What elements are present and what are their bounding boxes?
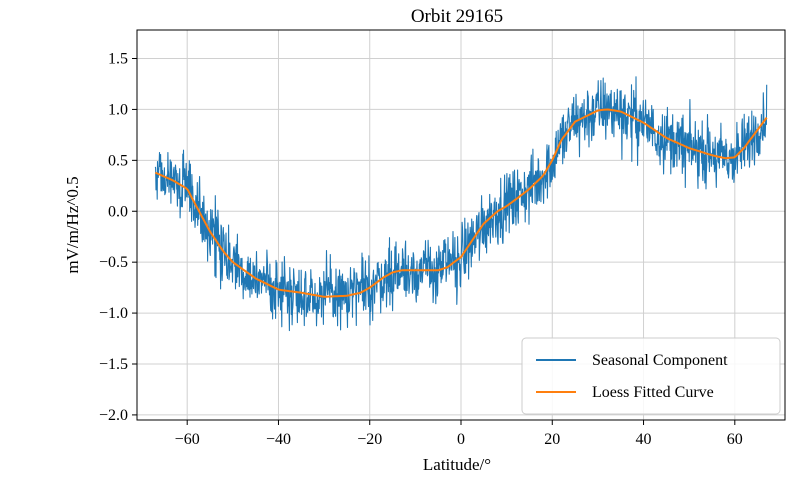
chart-title: Orbit 29165 bbox=[411, 6, 503, 27]
series-layer bbox=[154, 76, 768, 332]
legend-entry-label: Seasonal Component bbox=[592, 352, 728, 369]
seasonal-component-line bbox=[154, 76, 768, 332]
x-tick-label: 20 bbox=[544, 431, 560, 448]
y-axis: −2.0 −1.5 −1.0 −0.5 0.0 0.5 1.0 1.5 bbox=[99, 51, 137, 424]
x-tick-label: −20 bbox=[357, 431, 382, 448]
y-tick-label: −0.5 bbox=[99, 254, 128, 271]
y-tick-label: 0.0 bbox=[108, 203, 128, 220]
y-tick-label: 1.0 bbox=[108, 101, 128, 118]
legend-box bbox=[521, 337, 781, 415]
x-tick-label: −60 bbox=[175, 431, 200, 448]
x-tick-label: −40 bbox=[266, 431, 291, 448]
x-tick-label: 40 bbox=[636, 431, 652, 448]
legend-entry-label: Loess Fitted Curve bbox=[592, 384, 714, 401]
y-tick-label: −2.0 bbox=[99, 407, 128, 424]
x-tick-label: 0 bbox=[457, 431, 465, 448]
loess-fitted-curve-line bbox=[154, 108, 768, 298]
x-tick-label: 60 bbox=[727, 431, 743, 448]
y-tick-label: −1.5 bbox=[99, 356, 128, 373]
y-axis-label: mV/m/Hz^0.5 bbox=[63, 176, 82, 273]
x-axis: −60 −40 −20 0 20 40 60 bbox=[175, 420, 743, 448]
x-axis-label: Latitude/° bbox=[423, 455, 491, 474]
y-tick-label: 0.5 bbox=[108, 152, 128, 169]
y-tick-label: 1.5 bbox=[108, 51, 128, 68]
legend: Seasonal Component Loess Fitted Curve bbox=[521, 337, 781, 415]
y-tick-label: −1.0 bbox=[99, 305, 128, 322]
